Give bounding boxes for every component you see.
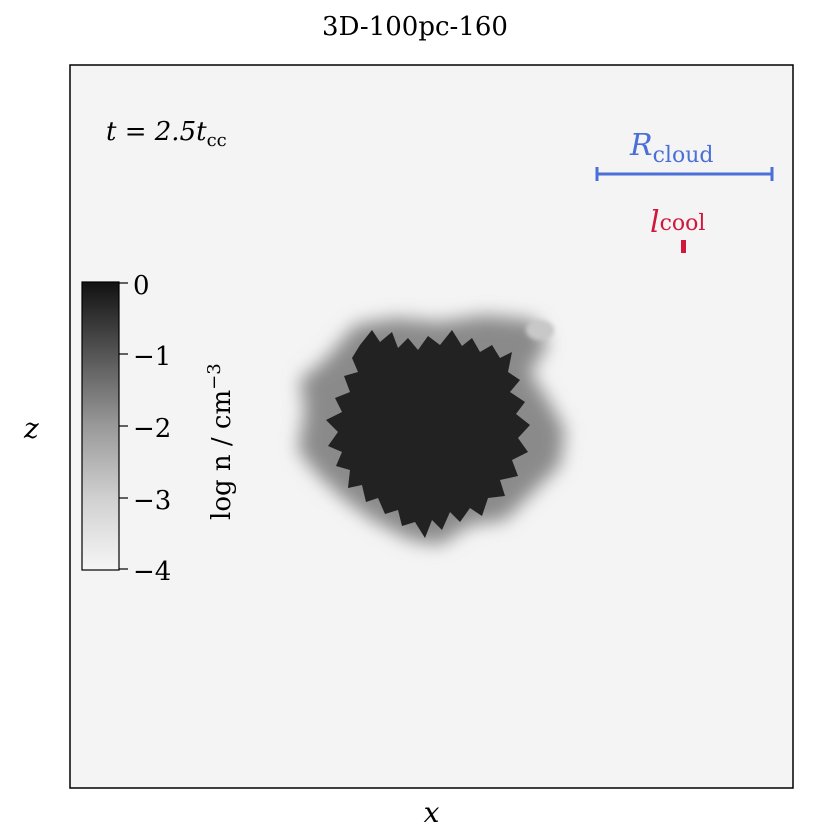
colorbar-tick-label: −3 xyxy=(133,486,171,516)
time-annotation: t = 2.5tcc xyxy=(106,117,227,151)
cloud-core xyxy=(326,330,530,538)
cloud-wisp xyxy=(526,320,554,340)
chart-title: 3D-100pc-160 xyxy=(322,12,508,42)
r-cloud-scale-bar xyxy=(595,167,774,181)
colorbar-tick-label: 0 xyxy=(133,271,150,301)
colorbar-ticks xyxy=(119,282,128,570)
colorbar-tick-label: −1 xyxy=(133,342,171,372)
colorbar-tick-label: −2 xyxy=(133,414,171,444)
x-axis-label: x xyxy=(423,796,440,829)
colorbar-label-main: log n / cm xyxy=(207,390,237,520)
colorbar-label: log n / cm−3 xyxy=(204,363,237,520)
r-cloud-label: Rcloud xyxy=(629,128,713,168)
l-cool-label: lcool xyxy=(650,205,705,240)
y-axis-label: z xyxy=(24,412,39,445)
colorbar xyxy=(81,281,120,571)
l-cool-scale-bar xyxy=(681,240,686,253)
plot-frame xyxy=(69,64,794,789)
time-annotation-main: t = 2.5t xyxy=(106,117,207,147)
l-cool-label-sub: cool xyxy=(660,211,706,236)
r-cloud-label-sub: cloud xyxy=(653,143,714,168)
time-annotation-sub: cc xyxy=(207,130,227,151)
r-cloud-label-main: R xyxy=(629,128,653,163)
colorbar-tick-label: −4 xyxy=(133,557,171,587)
l-cool-label-main: l xyxy=(650,205,660,240)
colorbar-label-sup: −3 xyxy=(204,363,225,390)
